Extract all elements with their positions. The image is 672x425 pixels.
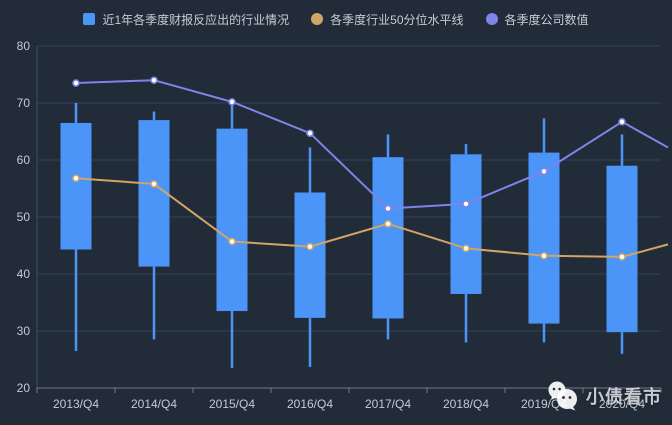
chart-legend: 近1年各季度财报反应出的行业情况 各季度行业50分位水平线 各季度公司数值: [0, 8, 672, 30]
y-axis-label: 20: [17, 381, 31, 395]
company-line-series-point[interactable]: [540, 167, 548, 176]
company-line-series-point[interactable]: [384, 204, 392, 213]
y-axis: 80 70 60 50 40 30 20: [17, 39, 38, 395]
x-axis-label: 2015/Q4: [209, 397, 255, 411]
median-line-series-point[interactable]: [384, 220, 392, 228]
median-line-series[interactable]: [72, 174, 669, 261]
median-line-series-point[interactable]: [462, 244, 470, 253]
company-line-series-point[interactable]: [618, 118, 626, 126]
candlestick-legend-marker: [83, 13, 96, 25]
x-axis: 2013/Q4 2014/Q4 2015/Q4 2016/Q4 2017/Q4 2018/…: [36, 387, 662, 411]
candle-body[interactable]: [450, 154, 482, 294]
x-axis-label: 2017/Q4: [365, 397, 411, 411]
y-axis-label: 50: [17, 210, 31, 224]
company-line-series[interactable]: [72, 76, 669, 213]
company-line-series-point[interactable]: [228, 98, 236, 106]
y-axis-label: 80: [17, 39, 31, 53]
y-axis-label: 60: [17, 153, 31, 167]
company-line-series-point[interactable]: [72, 79, 80, 87]
x-axis-label: 2013/Q4: [53, 397, 99, 411]
company-line-legend-marker: [485, 13, 498, 25]
x-axis-label: 2019/Q4: [521, 397, 567, 411]
median-line-series-point[interactable]: [540, 252, 548, 260]
median-line-series-point[interactable]: [72, 174, 80, 182]
x-axis-label: 2018/Q4: [443, 397, 489, 411]
candle-body[interactable]: [372, 157, 404, 319]
legend-item-company-line[interactable]: 各季度公司数值: [485, 11, 589, 28]
y-axis-label: 30: [17, 324, 31, 338]
y-axis-label: 40: [17, 267, 31, 281]
legend-item-median-line[interactable]: 各季度行业50分位水平线: [311, 11, 464, 28]
median-line-series-point[interactable]: [618, 253, 626, 261]
candle-body[interactable]: [528, 152, 560, 324]
watermark-text: 小债看市: [586, 387, 662, 407]
legend-label: 各季度行业50分位水平线: [330, 12, 464, 27]
median-line-legend-marker: [311, 13, 324, 25]
candle-body[interactable]: [60, 122, 92, 250]
candle-body[interactable]: [606, 165, 638, 333]
company-line-series-point[interactable]: [150, 76, 158, 84]
x-axis-label: 2020/Q4: [599, 397, 645, 411]
median-line-series-point[interactable]: [150, 180, 158, 188]
company-line-series-point[interactable]: [306, 129, 314, 137]
watermark: 小债看市: [547, 381, 662, 411]
legend-item-industry-candlestick[interactable]: 近1年各季度财报反应出的行业情况: [83, 11, 289, 28]
median-line-series-point[interactable]: [228, 237, 236, 246]
x-axis-label: 2014/Q4: [131, 397, 177, 411]
x-axis-label: 2016/Q4: [287, 397, 333, 411]
candle-body[interactable]: [294, 192, 326, 318]
company-line-series-point[interactable]: [462, 200, 470, 208]
legend-label: 近1年各季度财报反应出的行业情况: [102, 12, 290, 27]
candle-body[interactable]: [216, 128, 248, 312]
median-line-series-point[interactable]: [306, 242, 314, 251]
wechat-icon: [548, 381, 577, 411]
legend-label: 各季度公司数值: [504, 12, 589, 27]
candlestick-series[interactable]: [60, 103, 638, 369]
y-axis-label: 70: [17, 96, 31, 110]
candle-body[interactable]: [138, 120, 170, 267]
grid: [37, 45, 661, 332]
